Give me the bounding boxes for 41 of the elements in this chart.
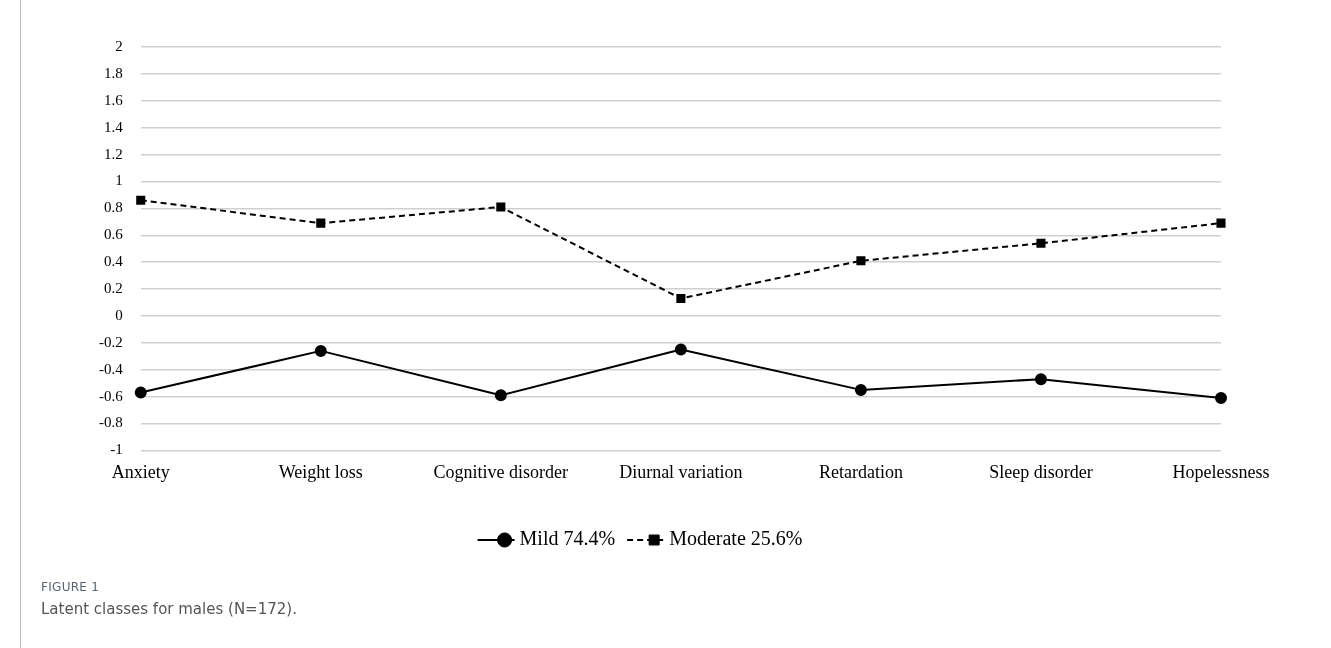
point: [136, 195, 146, 205]
y-tick-label: 0.8: [104, 199, 123, 216]
caption: FIGURE 1: [41, 580, 100, 594]
y-tick-label: 1: [115, 172, 123, 189]
x-tick-label: Anxiety: [111, 461, 170, 482]
x-tick-label: Cognitive disorder: [433, 461, 569, 482]
legend-label: Mild 74.4%: [519, 527, 616, 550]
x-tick-label: Hopelessness: [1172, 461, 1270, 482]
y-tick-label: -0.4: [99, 360, 124, 377]
point: [674, 343, 687, 356]
y-tick-label: -0.8: [99, 414, 123, 431]
x-tick-label: Diurnal variation: [619, 461, 743, 482]
x-tick-label: Retardation: [818, 461, 903, 482]
legend-label: Moderate 25.6%: [669, 527, 803, 550]
y-tick-label: 0.6: [104, 226, 124, 243]
point: [494, 389, 507, 402]
y-tick-label: 1.8: [104, 64, 123, 81]
y-tick-label: 1.4: [104, 118, 124, 135]
y-tick-label: 0: [115, 306, 123, 323]
y-tick-label: 1.6: [104, 91, 124, 108]
point: [676, 293, 686, 303]
point: [316, 218, 326, 228]
y-tick-label: 1.2: [104, 145, 123, 162]
point: [1215, 391, 1227, 404]
point: [314, 344, 327, 357]
y-tick-label: -0.2: [99, 333, 123, 350]
x-tick-label: Weight loss: [278, 461, 363, 482]
y-tick-label: -1: [110, 441, 123, 458]
text: Latent classes for males (N=172).: [41, 600, 297, 618]
point: [1036, 238, 1046, 248]
y-tick-label: 0.2: [104, 279, 123, 296]
y-tick-label: 2: [115, 37, 123, 54]
x-tick-label: Sleep disorder: [989, 461, 1093, 482]
point: [856, 256, 866, 266]
point: [854, 383, 867, 396]
point: [1216, 218, 1226, 228]
point: [134, 386, 147, 399]
point: [496, 202, 506, 212]
point: [1034, 373, 1047, 386]
y-tick-label: -0.6: [99, 387, 124, 404]
y-tick-label: 0.4: [104, 253, 124, 270]
